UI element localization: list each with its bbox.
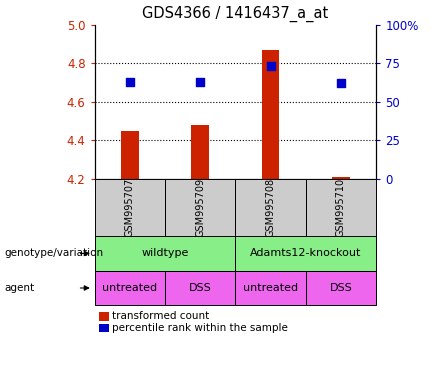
Point [337, 80, 345, 86]
Text: DSS: DSS [330, 283, 352, 293]
Point [197, 79, 204, 85]
Bar [191, 125, 209, 179]
Bar [332, 177, 350, 179]
Text: agent: agent [4, 283, 34, 293]
Point [126, 79, 133, 85]
Text: GSM995707: GSM995707 [125, 178, 135, 237]
Bar [95, 179, 165, 236]
Text: DSS: DSS [189, 283, 212, 293]
Text: genotype/variation: genotype/variation [4, 248, 103, 258]
Bar [306, 271, 376, 305]
Text: GSM995709: GSM995709 [195, 178, 205, 237]
Bar [235, 179, 306, 236]
Bar [165, 179, 235, 236]
Text: wildtype: wildtype [141, 248, 189, 258]
Bar [95, 271, 165, 305]
Bar [262, 50, 279, 179]
Text: untreated: untreated [102, 283, 158, 293]
Text: GSM995708: GSM995708 [266, 178, 275, 237]
Bar [235, 236, 376, 271]
Text: GSM995710: GSM995710 [336, 178, 346, 237]
Text: percentile rank within the sample: percentile rank within the sample [112, 323, 288, 333]
Bar [306, 179, 376, 236]
Bar [121, 131, 139, 179]
Bar [95, 236, 235, 271]
Bar [165, 271, 235, 305]
Bar [235, 271, 306, 305]
Title: GDS4366 / 1416437_a_at: GDS4366 / 1416437_a_at [142, 6, 329, 22]
Text: untreated: untreated [243, 283, 298, 293]
Point [267, 63, 274, 70]
Text: Adamts12-knockout: Adamts12-knockout [250, 248, 362, 258]
Text: transformed count: transformed count [112, 311, 209, 321]
